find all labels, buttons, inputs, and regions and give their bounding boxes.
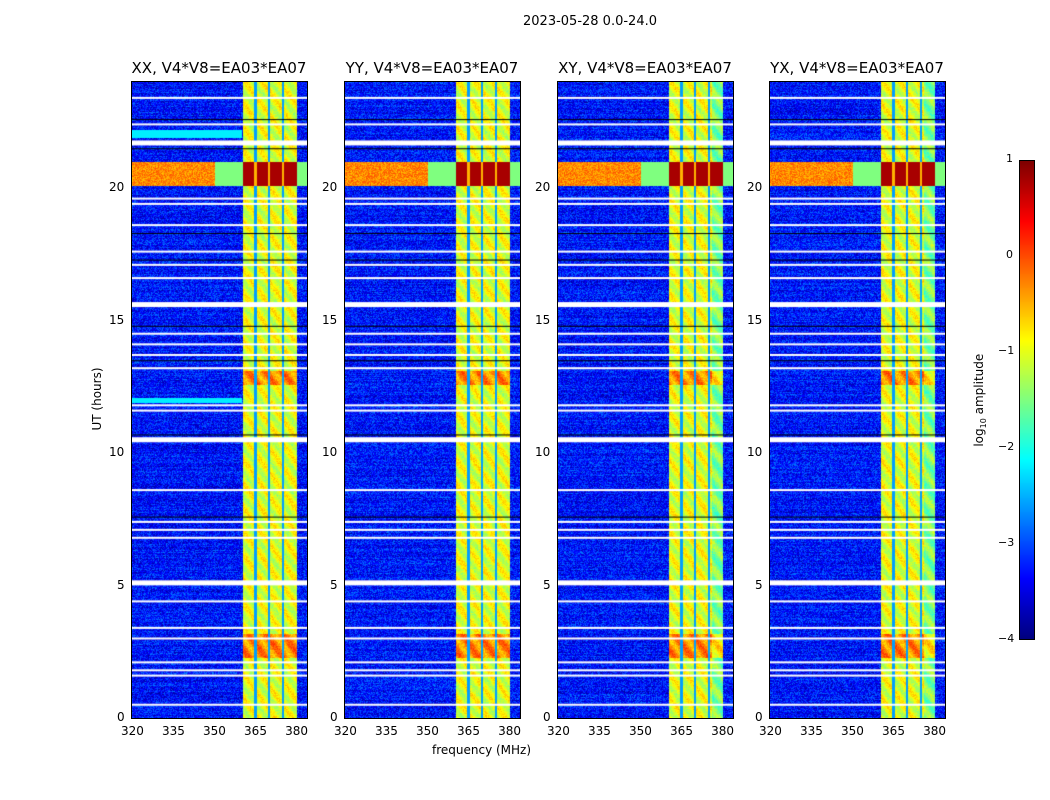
y-tick-label: 5 [755, 577, 763, 592]
figure-title: 2023-05-28 0.0-24.0 [523, 14, 657, 29]
panel-title: YY, V4*V8=EA03*EA07 [345, 59, 519, 77]
x-tick-label: 320 [759, 724, 782, 738]
y-tick-label: 15 [322, 312, 338, 327]
y-tick-label: 10 [109, 445, 125, 459]
colorbar-tick-label: −3 [998, 536, 1015, 549]
panel-title: XY, V4*V8=EA03*EA07 [558, 59, 732, 77]
x-tick-label: 335 [375, 724, 398, 738]
panel-title: XX, V4*V8=EA03*EA07 [131, 59, 307, 77]
colorbar-tick-label: 0 [1006, 248, 1013, 261]
x-tick-label: 335 [800, 724, 823, 738]
colorbar-tick-label: −4 [998, 632, 1015, 645]
colorbar-tick-label: −2 [998, 440, 1015, 453]
heatmap-image [345, 82, 520, 718]
colorbar-tick-label: −1 [998, 344, 1015, 357]
heatmap-image [770, 82, 945, 718]
x-tick-label: 365 [882, 724, 905, 738]
x-tick-label: 380 [923, 724, 946, 738]
heatmap-image [132, 82, 307, 718]
y-tick-label: 10 [322, 445, 338, 459]
heatmap-panel [344, 81, 521, 719]
heatmap-panel [557, 81, 734, 719]
y-tick-label: 15 [747, 312, 763, 327]
x-tick-label: 380 [711, 724, 734, 738]
x-tick-label: 365 [457, 724, 480, 738]
x-tick-label: 320 [121, 724, 144, 738]
heatmap-panel [769, 81, 946, 719]
y-tick-label: 0 [117, 710, 125, 724]
x-tick-label: 350 [629, 724, 652, 738]
x-tick-label: 320 [334, 724, 357, 738]
x-tick-label: 365 [244, 724, 267, 738]
y-tick-label: 10 [747, 445, 763, 459]
x-tick-label: 335 [162, 724, 185, 738]
x-tick-label: 365 [670, 724, 693, 738]
y-tick-label: 5 [117, 577, 125, 592]
y-tick-label: 10 [535, 445, 551, 459]
y-tick-label: 0 [755, 710, 763, 724]
y-tick-label: 20 [109, 180, 125, 194]
heatmap-image [558, 82, 733, 718]
y-tick-label: 15 [535, 312, 551, 327]
colorbar-gradient [1020, 161, 1034, 639]
y-tick-label: 20 [747, 180, 763, 194]
x-tick-label: 350 [416, 724, 439, 738]
x-tick-label: 335 [588, 724, 611, 738]
x-tick-label: 350 [203, 724, 226, 738]
colorbar-tick-label: 1 [1006, 152, 1013, 165]
y-tick-label: 20 [535, 180, 551, 194]
heatmap-panel [131, 81, 308, 719]
colorbar-label: log10 amplitude [971, 353, 989, 447]
x-axis-label: frequency (MHz) [432, 743, 532, 757]
y-tick-label: 15 [109, 312, 125, 327]
y-tick-label: 20 [322, 180, 338, 194]
x-tick-label: 320 [547, 724, 570, 738]
colorbar [1019, 160, 1035, 640]
y-axis-label: UT (hours) [90, 367, 104, 431]
x-tick-label: 380 [285, 724, 308, 738]
y-tick-label: 5 [330, 577, 338, 592]
panel-title: YX, V4*V8=EA03*EA07 [770, 59, 944, 77]
x-tick-label: 350 [841, 724, 864, 738]
y-tick-label: 5 [543, 577, 551, 592]
y-tick-label: 0 [330, 710, 338, 724]
x-tick-label: 380 [498, 724, 521, 738]
y-tick-label: 0 [543, 710, 551, 724]
